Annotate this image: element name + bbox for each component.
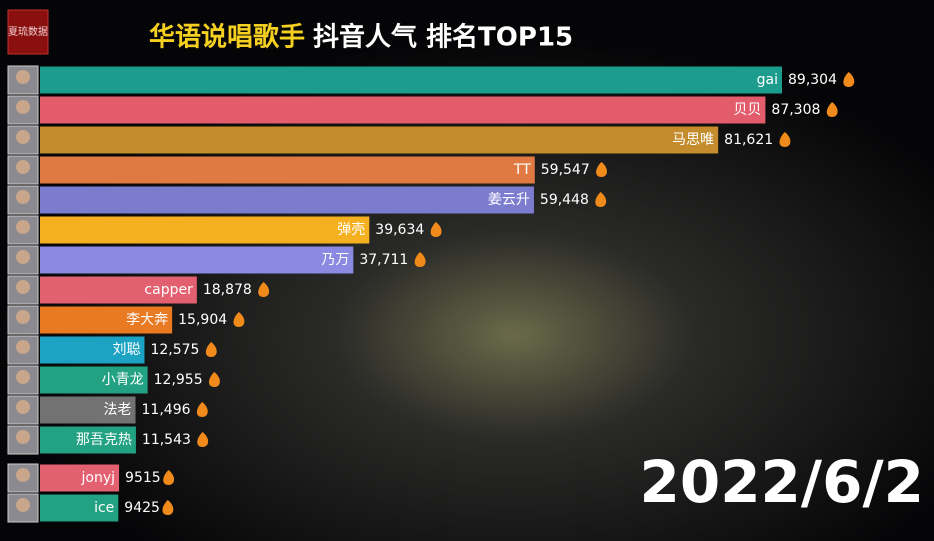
bar-name: 马思唯	[672, 132, 714, 148]
bar-name: 弹壳	[337, 221, 365, 238]
value-label: 39,634	[375, 222, 424, 238]
bar-name: 李大奔	[126, 312, 168, 328]
value-label: 37,711	[359, 252, 408, 268]
avatar-face	[16, 100, 30, 114]
avatar-face	[16, 468, 30, 482]
chart-title: 华语说唱歌手	[149, 22, 305, 53]
avatar-face	[16, 310, 30, 324]
avatar-face	[16, 498, 30, 512]
flame-icon	[196, 402, 208, 417]
bar	[40, 396, 136, 424]
value-label: 81,621	[724, 132, 773, 148]
avatar-face	[16, 160, 30, 174]
bar-name: 法老	[104, 402, 132, 418]
flame-icon	[595, 192, 607, 207]
avatar-face	[16, 340, 30, 354]
avatar-face	[16, 130, 30, 144]
value-label: 59,448	[540, 192, 589, 208]
flame-icon	[208, 372, 220, 387]
avatar	[7, 305, 39, 335]
bar-name: jonyj	[81, 470, 116, 486]
flame-icon	[197, 432, 209, 447]
avatar-face	[16, 430, 30, 444]
avatar-face	[16, 190, 30, 204]
flame-icon	[843, 72, 855, 87]
bars: gai 89,304 贝贝 87,308 马思唯 81,621 TT 59,547 姜云升 59,…	[7, 65, 855, 523]
flame-icon	[779, 132, 791, 147]
bar	[40, 426, 136, 454]
flame-icon	[163, 470, 175, 485]
avatar-face	[16, 70, 30, 84]
value-label: 89,304	[788, 72, 837, 88]
value-label: 12,575	[150, 342, 199, 358]
flame-icon	[233, 312, 245, 327]
value-label: 12,955	[154, 372, 203, 388]
flame-icon	[826, 102, 838, 117]
bar	[40, 494, 119, 522]
chart-subtitle: 抖音人气 排名TOP15	[313, 22, 573, 53]
value-label: 15,904	[178, 312, 227, 328]
value-label: 9425	[124, 500, 160, 516]
bar-name: 小青龙	[102, 372, 144, 388]
value-label: 18,878	[203, 282, 252, 298]
bar	[40, 126, 719, 154]
avatar-face	[16, 250, 30, 264]
avatar-face	[16, 220, 30, 234]
bar	[40, 156, 535, 184]
bar-name: 乃万	[321, 252, 349, 268]
bar	[40, 96, 766, 124]
bar	[40, 366, 148, 394]
avatar-face	[16, 280, 30, 294]
bar	[40, 336, 145, 364]
date-label: 2022/6/2	[639, 448, 924, 516]
flame-icon	[162, 500, 174, 515]
bar-name: gai	[757, 72, 778, 88]
value-label: 87,308	[771, 102, 820, 118]
avatar-face	[16, 400, 30, 414]
logo-box	[7, 9, 49, 55]
value-label: 11,496	[142, 402, 191, 418]
bar	[40, 246, 354, 274]
bar	[40, 276, 197, 304]
bar	[40, 66, 782, 94]
bar	[40, 464, 120, 492]
bar	[40, 216, 370, 244]
bar-name: 刘聪	[112, 342, 140, 358]
bar-name: 那吾克热	[76, 432, 132, 448]
logo: 夏琉数据	[8, 25, 48, 38]
flame-icon	[430, 222, 442, 237]
bar-name: 姜云升	[488, 192, 530, 208]
avatar-face	[16, 370, 30, 384]
bar	[40, 186, 534, 214]
bar-name: ice	[94, 500, 114, 516]
bar-name: 贝贝	[733, 102, 761, 118]
value-label: 9515	[125, 470, 161, 486]
flame-icon	[414, 252, 426, 267]
value-label: 11,543	[142, 432, 191, 448]
flame-icon	[205, 342, 217, 357]
value-label: 59,547	[541, 162, 590, 178]
flame-icon	[596, 162, 607, 177]
bar-name: TT	[513, 162, 531, 178]
bar-name: capper	[144, 282, 193, 298]
flame-icon	[258, 282, 270, 297]
bar	[40, 306, 173, 334]
